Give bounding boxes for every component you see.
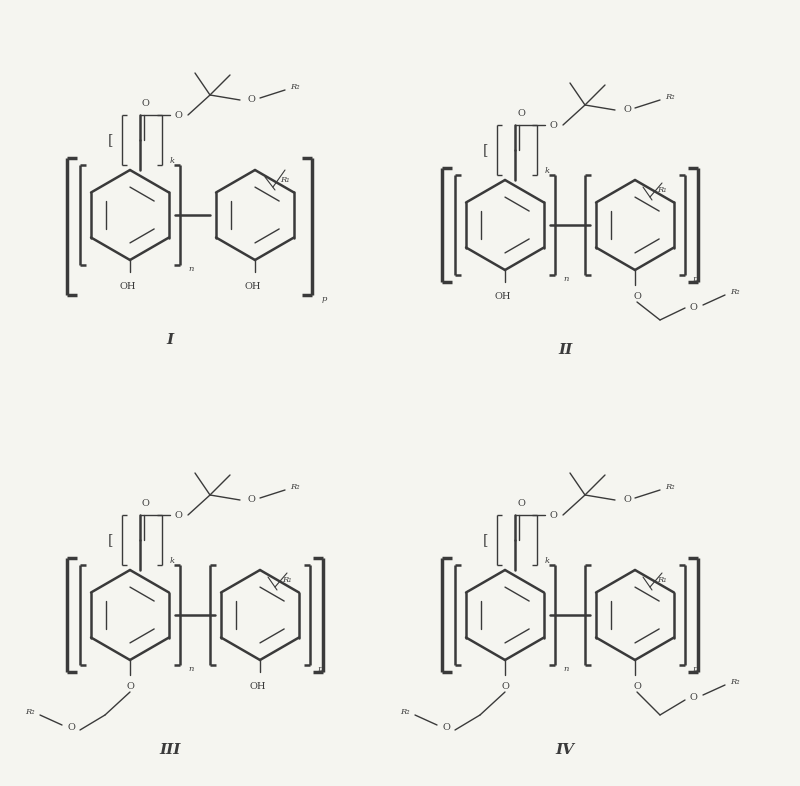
Text: p: p bbox=[693, 665, 698, 673]
Text: p: p bbox=[693, 275, 698, 283]
Text: OH: OH bbox=[494, 292, 511, 301]
Text: O: O bbox=[623, 105, 631, 115]
Text: O: O bbox=[517, 499, 525, 508]
Text: O: O bbox=[690, 303, 698, 313]
Text: n: n bbox=[188, 665, 194, 673]
Text: O: O bbox=[126, 682, 134, 691]
Text: O: O bbox=[633, 292, 641, 301]
Text: p: p bbox=[318, 665, 323, 673]
Text: n: n bbox=[188, 265, 194, 273]
Text: II: II bbox=[558, 343, 572, 357]
Text: O: O bbox=[549, 510, 557, 520]
Text: [: [ bbox=[482, 533, 488, 547]
Text: O: O bbox=[623, 495, 631, 505]
Text: p: p bbox=[322, 295, 327, 303]
Text: n: n bbox=[563, 665, 568, 673]
Text: O: O bbox=[248, 96, 256, 105]
Text: R₂: R₂ bbox=[730, 288, 740, 296]
Text: III: III bbox=[159, 743, 181, 757]
Text: R₂: R₂ bbox=[290, 483, 300, 491]
Text: R₁: R₁ bbox=[282, 576, 292, 584]
Text: O: O bbox=[142, 99, 150, 108]
Text: [: [ bbox=[482, 143, 488, 157]
Text: IV: IV bbox=[555, 743, 574, 757]
Text: R₁: R₁ bbox=[657, 576, 666, 584]
Text: R₂: R₂ bbox=[26, 708, 35, 716]
Text: k: k bbox=[545, 167, 550, 175]
Text: R₂: R₂ bbox=[400, 708, 410, 716]
Text: I: I bbox=[166, 333, 174, 347]
Text: O: O bbox=[633, 682, 641, 691]
Text: n: n bbox=[563, 275, 568, 283]
Text: R₂: R₂ bbox=[730, 678, 740, 686]
Text: O: O bbox=[549, 120, 557, 130]
Text: OH: OH bbox=[250, 682, 266, 691]
Text: O: O bbox=[690, 693, 698, 703]
Text: R₁: R₁ bbox=[280, 176, 290, 184]
Text: O: O bbox=[248, 495, 256, 505]
Text: [: [ bbox=[107, 533, 113, 547]
Text: OH: OH bbox=[120, 282, 136, 291]
Text: R₂: R₂ bbox=[290, 83, 300, 91]
Text: OH: OH bbox=[245, 282, 262, 291]
Text: O: O bbox=[501, 682, 509, 691]
Text: O: O bbox=[442, 723, 450, 733]
Text: R₂: R₂ bbox=[665, 483, 674, 491]
Text: O: O bbox=[517, 109, 525, 118]
Text: [: [ bbox=[107, 133, 113, 147]
Text: R₂: R₂ bbox=[665, 93, 674, 101]
Text: k: k bbox=[170, 557, 175, 565]
Text: O: O bbox=[174, 111, 182, 119]
Text: k: k bbox=[170, 157, 175, 165]
Text: R₁: R₁ bbox=[657, 186, 666, 194]
Text: k: k bbox=[545, 557, 550, 565]
Text: O: O bbox=[67, 723, 75, 733]
Text: O: O bbox=[174, 510, 182, 520]
Text: O: O bbox=[142, 499, 150, 508]
